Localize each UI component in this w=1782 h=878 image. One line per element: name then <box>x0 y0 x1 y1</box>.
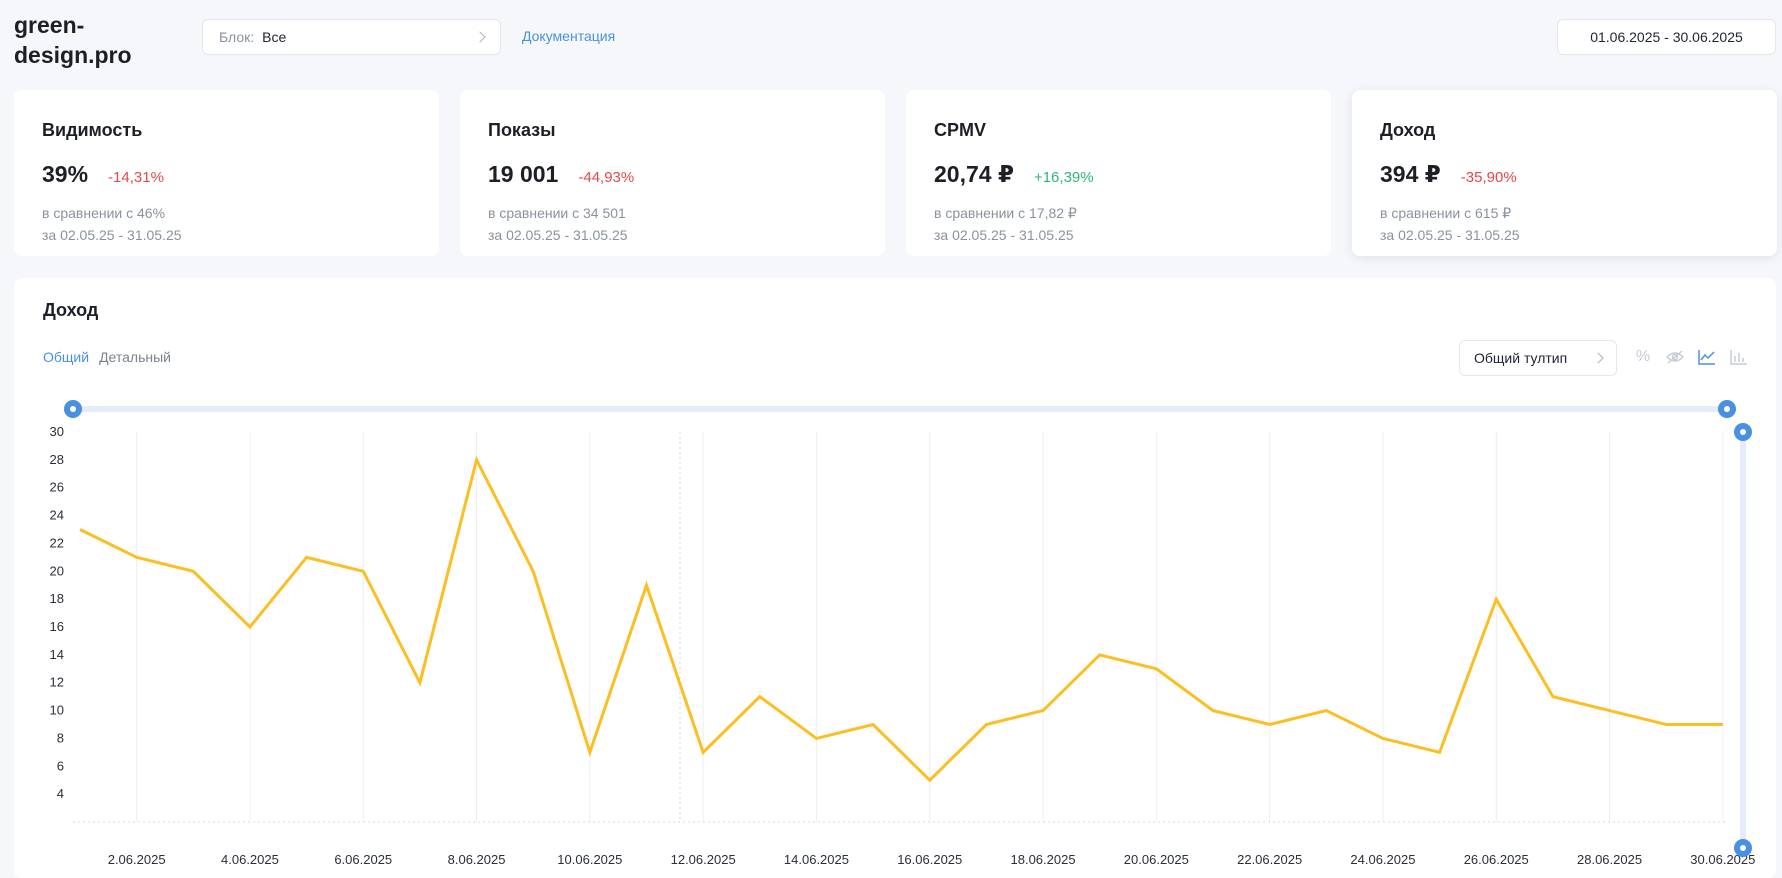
tooltip-mode-value: Общий тултип <box>1474 350 1568 366</box>
card-delta: -14,31% <box>108 169 164 186</box>
card-title: Доход <box>1380 120 1436 140</box>
card-period: за 02.05.25 - 31.05.25 <box>934 227 1074 243</box>
chart-mode-tabs: Общий Детальный <box>43 349 171 365</box>
value-max-handle-dot <box>1740 429 1746 435</box>
y-tick-label: 12 <box>50 675 64 690</box>
eye-off-icon[interactable] <box>1666 346 1684 368</box>
card-compare: в сравнении с 46% <box>42 205 166 221</box>
date-range-picker[interactable]: 01.06.2025 - 30.06.2025 <box>1557 19 1776 55</box>
card-compare: в сравнении с 615 ₽ <box>1380 205 1512 221</box>
card-title: CPMV <box>934 120 987 140</box>
block-select-value: Все <box>262 29 287 45</box>
block-select[interactable]: Блок: Все <box>202 19 501 55</box>
card-delta: -44,93% <box>578 169 635 186</box>
x-tick-label: 24.06.2025 <box>1350 852 1415 867</box>
x-tick-label: 22.06.2025 <box>1237 852 1302 867</box>
tab-general[interactable]: Общий <box>43 349 90 365</box>
card-compare: в сравнении с 34 501 <box>488 205 626 221</box>
chart-toolbar: % <box>1634 346 1748 368</box>
x-tick-label: 20.06.2025 <box>1124 852 1189 867</box>
y-tick-label: 8 <box>57 730 64 745</box>
block-select-label: Блок: <box>219 29 255 45</box>
metric-card-cpmv[interactable]: CPMV 20,74 ₽ +16,39% в сравнении с 17,82… <box>906 90 1331 256</box>
y-tick-label: 20 <box>50 563 64 578</box>
x-tick-label: 14.06.2025 <box>784 852 849 867</box>
chart-title: Доход <box>43 300 99 320</box>
y-tick-label: 24 <box>50 508 64 523</box>
y-tick-label: 26 <box>50 480 64 495</box>
card-title: Показы <box>488 120 556 140</box>
line-chart-icon[interactable] <box>1698 346 1716 368</box>
card-value: 394 ₽ <box>1380 161 1441 187</box>
documentation-link[interactable]: Документация <box>522 28 616 44</box>
tab-detailed[interactable]: Детальный <box>99 349 171 365</box>
range-end-handle-dot <box>1724 406 1730 412</box>
value-min-handle-dot <box>1740 845 1746 851</box>
x-tick-label: 26.06.2025 <box>1464 852 1529 867</box>
metric-card-impressions[interactable]: Показы 19 001 -44,93% в сравнении с 34 5… <box>460 90 885 256</box>
y-tick-label: 18 <box>50 591 64 606</box>
x-tick-label: 4.06.2025 <box>221 852 279 867</box>
y-tick-label: 4 <box>57 786 64 801</box>
card-period: за 02.05.25 - 31.05.25 <box>42 227 182 243</box>
x-tick-label: 10.06.2025 <box>557 852 622 867</box>
card-period: за 02.05.25 - 31.05.25 <box>488 227 628 243</box>
y-tick-label: 10 <box>50 703 64 718</box>
bar-chart-icon[interactable] <box>1730 346 1748 368</box>
y-tick-label: 30 <box>50 424 64 439</box>
x-tick-label: 18.06.2025 <box>1011 852 1076 867</box>
card-value: 19 001 <box>488 161 559 187</box>
y-tick-label: 6 <box>57 758 64 773</box>
card-value: 39% <box>42 161 89 187</box>
x-tick-label: 16.06.2025 <box>897 852 962 867</box>
card-value: 20,74 ₽ <box>934 161 1014 187</box>
card-period: за 02.05.25 - 31.05.25 <box>1380 227 1520 243</box>
income-chart-panel: Доход Общий Детальный Общий тултип % <box>14 278 1776 878</box>
metric-card-income[interactable]: Доход 394 ₽ -35,90% в сравнении с 615 ₽ … <box>1352 90 1777 256</box>
y-tick-label: 16 <box>50 619 64 634</box>
y-tick-label: 22 <box>50 535 64 550</box>
y-tick-label: 14 <box>50 647 64 662</box>
x-tick-label: 2.06.2025 <box>108 852 166 867</box>
vertical-slider-track <box>1740 432 1746 848</box>
x-tick-label: 6.06.2025 <box>334 852 392 867</box>
range-start-handle-dot <box>70 406 76 412</box>
range-slider-track <box>73 406 1727 412</box>
income-series-line <box>79 455 1723 783</box>
metric-card-visibility[interactable]: Видимость 39% -14,31% в сравнении с 46% … <box>14 90 439 256</box>
tooltip-mode-select[interactable]: Общий тултип <box>1459 340 1617 376</box>
x-tick-label: 12.06.2025 <box>671 852 736 867</box>
x-tick-label: 28.06.2025 <box>1577 852 1642 867</box>
card-delta: -35,90% <box>1460 169 1517 186</box>
y-tick-label: 28 <box>50 452 64 467</box>
x-tick-label: 8.06.2025 <box>448 852 506 867</box>
card-compare: в сравнении с 17,82 ₽ <box>934 205 1077 221</box>
card-title: Видимость <box>42 120 143 140</box>
logo: green- design.pro <box>14 12 132 68</box>
percent-icon[interactable]: % <box>1635 348 1651 365</box>
card-delta: +16,39% <box>1033 169 1094 186</box>
